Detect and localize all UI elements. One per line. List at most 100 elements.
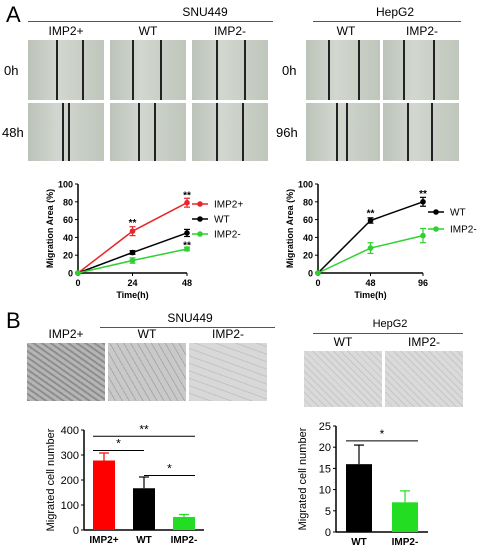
- y-tick-label: 60: [63, 215, 73, 225]
- legend-marker: [197, 231, 203, 237]
- snu449-col-imp2plus: IMP2+: [48, 24, 84, 38]
- x-tick-label: 48: [182, 278, 192, 288]
- hepg2-title: HepG2: [375, 5, 415, 19]
- bar: [93, 460, 115, 530]
- snu449-migration-chart: 0 20 40 60 80 100 0 24 48 Time(h) Migration Area (…: [45, 180, 243, 301]
- y-tick-label: 60: [303, 215, 313, 225]
- bar: [133, 488, 155, 530]
- data-point: [315, 270, 321, 276]
- hepg2-b-title: HepG2: [372, 318, 408, 330]
- snu449-title: SNU449: [182, 5, 228, 19]
- category-label: WT: [351, 537, 367, 548]
- legend-marker: [433, 209, 439, 215]
- snu449-b-col-imp2plus: IMP2+: [48, 327, 84, 341]
- significance-marker: *: [167, 462, 172, 476]
- y-tick-label: 400: [61, 425, 79, 437]
- bar: [346, 464, 372, 532]
- y-tick-label: 20: [303, 251, 313, 261]
- significance-marker: **: [367, 208, 375, 219]
- panel-a-label: A: [6, 2, 21, 27]
- y-tick-label: 0: [73, 525, 79, 537]
- y-tick-label: 40: [303, 233, 313, 243]
- significance-marker: **: [419, 189, 427, 200]
- legend-marker: [433, 226, 439, 232]
- wound-image-snu-wt-0h: [110, 40, 186, 100]
- snu449-b-col-imp2minus: IMP2-: [211, 327, 244, 341]
- hepg2-row-96h: 96h: [276, 125, 298, 140]
- significance-marker: *: [116, 437, 121, 451]
- legend-label: WT: [450, 208, 466, 219]
- data-point: [367, 217, 374, 224]
- snu449-migrated-cells-chart: 0 100 200 300 400 Migrated cell number IMP2+ WT…: [45, 422, 204, 546]
- hepg2-col-wt: WT: [336, 24, 356, 38]
- x-axis-label: Time(h): [354, 290, 386, 300]
- hepg2-col-imp2minus: IMP2-: [405, 24, 438, 38]
- hepg2-b-col-imp2minus: IMP2-: [407, 335, 440, 349]
- data-point: [129, 249, 136, 256]
- data-point: [420, 199, 426, 205]
- y-tick-label: 20: [63, 251, 73, 261]
- y-tick-label: 0: [68, 269, 73, 279]
- x-axis-label: Time(h): [116, 290, 148, 300]
- y-tick-label: 25: [319, 421, 331, 433]
- bar: [392, 502, 418, 532]
- significance-marker: **: [183, 191, 191, 202]
- snu449-title-rule: [28, 21, 273, 22]
- transwell-image-snu-imp2minus: [189, 343, 267, 401]
- snu449-b-title: SNU449: [167, 311, 213, 325]
- wound-image-hep-wt-96h: [306, 103, 380, 161]
- significance-marker: **: [139, 422, 149, 436]
- wound-image-snu-imp2minus-0h: [192, 40, 268, 100]
- hepg2-b-col-wt: WT: [333, 335, 353, 349]
- data-point: [129, 257, 136, 264]
- y-tick-label: 300: [61, 450, 79, 462]
- snu449-row-48h: 48h: [2, 125, 24, 140]
- transwell-image-snu-wt: [108, 343, 186, 401]
- x-tick-label: 24: [127, 278, 137, 288]
- y-tick-label: 10: [319, 485, 331, 497]
- legend-label: IMP2-: [450, 225, 477, 236]
- wound-image-hep-imp2minus-0h: [383, 40, 459, 100]
- snu449-col-wt: WT: [138, 24, 158, 38]
- significance-marker: **: [183, 240, 191, 251]
- snu449-col-imp2minus: IMP2-: [213, 24, 246, 38]
- legend-marker: [197, 216, 203, 222]
- hepg2-migration-chart: 0 20 40 60 80 100 0 48 96 Time(h) Migration Area (…: [285, 180, 477, 301]
- y-tick-label: 0: [325, 527, 331, 539]
- y-tick-label: 15: [319, 463, 331, 475]
- y-axis-label: Migrated cell number: [298, 427, 309, 530]
- data-point: [129, 228, 136, 234]
- category-label: IMP2-: [392, 537, 419, 548]
- transwell-image-hep-imp2minus: [385, 351, 463, 407]
- data-point: [367, 245, 374, 251]
- legend-label: IMP2-: [214, 230, 241, 241]
- y-tick-label: 100: [58, 180, 73, 190]
- snu449-row-0h: 0h: [4, 63, 19, 78]
- y-tick-label: 100: [61, 500, 79, 512]
- wound-image-snu-wt-48h: [110, 103, 186, 161]
- y-tick-label: 80: [63, 197, 73, 207]
- snu449-b-title-rule: [100, 327, 275, 328]
- y-axis-label: Migration Area (%): [285, 189, 295, 268]
- bar: [173, 517, 195, 530]
- x-tick-label: 0: [315, 278, 320, 288]
- y-tick-label: 100: [298, 180, 313, 190]
- y-tick-label: 5: [325, 506, 331, 518]
- x-tick-label: 0: [75, 278, 80, 288]
- y-axis-label: Migration Area (%): [45, 189, 55, 268]
- legend-label: WT: [214, 215, 230, 226]
- y-tick-label: 0: [308, 269, 313, 279]
- data-point: [420, 232, 426, 239]
- hepg2-migrated-cells-chart: 0 5 10 15 20 25 Migrated cell number WT IMP2- *: [298, 421, 428, 548]
- hepg2-title-rule: [313, 21, 461, 22]
- y-axis-label: Migrated cell number: [45, 428, 57, 531]
- wound-image-hep-wt-0h: [306, 40, 380, 100]
- panel-b-label: B: [6, 308, 21, 333]
- y-tick-label: 40: [63, 233, 73, 243]
- snu449-b-col-wt: WT: [137, 327, 157, 341]
- transwell-image-hep-wt: [304, 351, 382, 407]
- legend-label: IMP2+: [214, 200, 243, 211]
- x-tick-label: 96: [418, 278, 428, 288]
- category-label: WT: [136, 535, 152, 546]
- y-tick-label: 200: [61, 475, 79, 487]
